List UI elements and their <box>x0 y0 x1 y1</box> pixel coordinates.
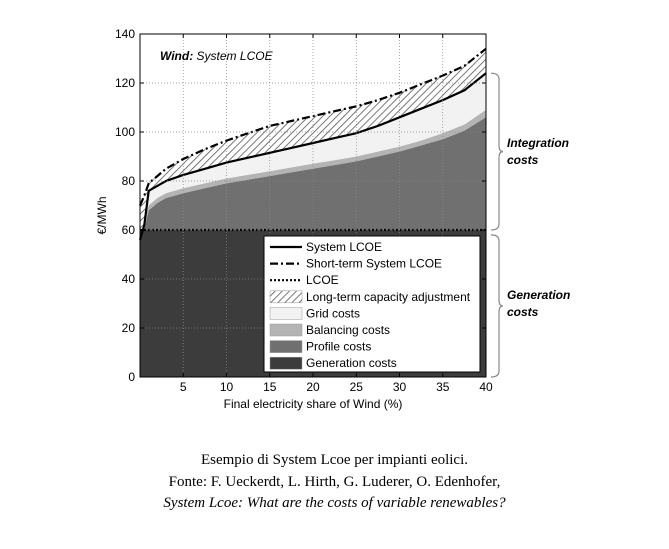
legend-swatch-6 <box>269 340 303 353</box>
chart-title-rest: System LCOE <box>197 49 274 63</box>
x-tick-label: 5 <box>180 380 187 394</box>
x-tick-label: 40 <box>479 380 493 394</box>
x-tick-label: 35 <box>436 380 450 394</box>
y-tick-label: 120 <box>115 76 135 90</box>
caption-line-2: Fonte: F. Ueckerdt, L. Hirth, G. Luderer… <box>168 474 501 490</box>
x-tick-label: 25 <box>350 380 364 394</box>
y-tick-label: 0 <box>128 370 135 384</box>
brace-integration <box>490 72 504 231</box>
chart-title-bold: Wind: <box>160 49 197 63</box>
legend-label-0: System LCOE <box>306 240 382 254</box>
legend-label-2: LCOE <box>306 273 339 287</box>
y-tick-label: 80 <box>122 174 136 188</box>
generation-costs-label-2: costs <box>507 305 539 319</box>
x-tick-label: 15 <box>263 380 277 394</box>
legend-label-7: Generation costs <box>306 356 397 370</box>
y-tick-label: 40 <box>122 272 136 286</box>
legend-swatch-3 <box>269 290 303 304</box>
legend-label-5: Balancing costs <box>306 323 390 337</box>
generation-costs-label-1: Generation <box>507 288 570 302</box>
y-tick-label: 140 <box>115 27 135 41</box>
legend-label-4: Grid costs <box>306 306 360 320</box>
line-short-term-system-lcoe <box>138 47 487 206</box>
legend-swatch-7 <box>269 356 303 370</box>
chart-title: Wind: System LCOE <box>160 49 274 63</box>
integration-costs-label-2: costs <box>507 153 539 167</box>
legend-label-6: Profile costs <box>306 340 371 354</box>
caption-line-3: System Lcoe: What are the costs of varia… <box>163 495 506 511</box>
y-tick-label: 100 <box>115 125 135 139</box>
legend-swatch-4 <box>269 307 303 320</box>
area-long-term-capacity-adjustment <box>140 48 486 240</box>
x-tick-label: 20 <box>306 380 320 394</box>
y-tick-label: 60 <box>122 223 136 237</box>
caption-line-1: Esempio di System Lcoe per impianti eoli… <box>200 452 469 468</box>
chart: 0 20 40 60 80 100 120 140 5 10 15 20 25 30 35 40 Final e… <box>95 27 570 411</box>
integration-costs-label-1: Integration <box>507 136 569 150</box>
y-tick-label: 20 <box>122 321 136 335</box>
brace-generation <box>490 234 504 378</box>
line-system-lcoe <box>138 72 487 241</box>
x-tick-label: 10 <box>220 380 234 394</box>
legend-label-3: Long-term capacity adjustment <box>306 290 471 304</box>
legend-swatch-5 <box>269 323 303 337</box>
x-tick-label: 30 <box>393 380 407 394</box>
area-balancing-costs <box>140 109 486 260</box>
legend-label-1: Short-term System LCOE <box>306 257 442 271</box>
y-axis-label: €/MWh <box>95 196 109 234</box>
x-axis-label: Final electricity share of Wind (%) <box>224 397 403 411</box>
